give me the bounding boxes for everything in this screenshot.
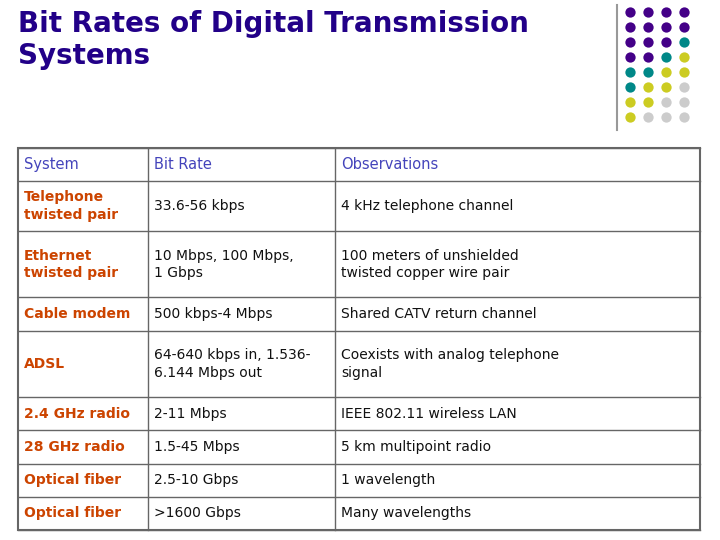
Point <box>624 23 636 31</box>
Point <box>642 83 654 91</box>
Text: Observations: Observations <box>341 157 438 172</box>
Point <box>660 98 672 106</box>
Text: 10 Mbps, 100 Mbps,
1 Gbps: 10 Mbps, 100 Mbps, 1 Gbps <box>153 248 293 280</box>
Text: 2.4 GHz radio: 2.4 GHz radio <box>24 407 130 421</box>
Text: 5 km multipoint radio: 5 km multipoint radio <box>341 440 491 454</box>
Text: 28 GHz radio: 28 GHz radio <box>24 440 125 454</box>
Point <box>678 8 690 16</box>
Point <box>642 53 654 62</box>
Text: Optical fiber: Optical fiber <box>24 507 121 521</box>
Point <box>642 23 654 31</box>
Point <box>642 38 654 46</box>
Point <box>624 83 636 91</box>
Text: 2-11 Mbps: 2-11 Mbps <box>153 407 226 421</box>
Text: Ethernet
twisted pair: Ethernet twisted pair <box>24 248 118 280</box>
Text: ADSL: ADSL <box>24 357 65 371</box>
Bar <box>18 148 700 530</box>
Point <box>660 68 672 76</box>
Text: System: System <box>24 157 78 172</box>
Text: 100 meters of unshielded
twisted copper wire pair: 100 meters of unshielded twisted copper … <box>341 248 519 280</box>
Point <box>642 68 654 76</box>
Point <box>642 98 654 106</box>
Point <box>624 38 636 46</box>
Text: Optical fiber: Optical fiber <box>24 473 121 487</box>
Point <box>678 23 690 31</box>
Point <box>624 68 636 76</box>
Text: Telephone
twisted pair: Telephone twisted pair <box>24 191 118 222</box>
Point <box>660 113 672 122</box>
Text: Cable modem: Cable modem <box>24 307 130 321</box>
Text: Shared CATV return channel: Shared CATV return channel <box>341 307 536 321</box>
Point <box>660 23 672 31</box>
Point <box>624 113 636 122</box>
Point <box>624 53 636 62</box>
Text: Coexists with analog telephone
signal: Coexists with analog telephone signal <box>341 348 559 380</box>
Point <box>642 8 654 16</box>
Text: 64-640 kbps in, 1.536-
6.144 Mbps out: 64-640 kbps in, 1.536- 6.144 Mbps out <box>153 348 310 380</box>
Point <box>678 113 690 122</box>
Text: 1.5-45 Mbps: 1.5-45 Mbps <box>153 440 239 454</box>
Point <box>678 83 690 91</box>
Point <box>660 53 672 62</box>
Point <box>660 83 672 91</box>
Text: 1 wavelength: 1 wavelength <box>341 473 436 487</box>
Point <box>678 98 690 106</box>
Point <box>678 38 690 46</box>
Text: 33.6-56 kbps: 33.6-56 kbps <box>153 199 244 213</box>
Text: Bit Rate: Bit Rate <box>153 157 212 172</box>
Point <box>624 8 636 16</box>
Point <box>642 113 654 122</box>
Text: IEEE 802.11 wireless LAN: IEEE 802.11 wireless LAN <box>341 407 517 421</box>
Point <box>624 98 636 106</box>
Text: Bit Rates of Digital Transmission
Systems: Bit Rates of Digital Transmission System… <box>18 10 529 70</box>
Text: >1600 Gbps: >1600 Gbps <box>153 507 240 521</box>
Text: 2.5-10 Gbps: 2.5-10 Gbps <box>153 473 238 487</box>
Point <box>678 53 690 62</box>
Text: 4 kHz telephone channel: 4 kHz telephone channel <box>341 199 513 213</box>
Point <box>678 68 690 76</box>
Point <box>660 8 672 16</box>
Point <box>660 38 672 46</box>
Text: 500 kbps-4 Mbps: 500 kbps-4 Mbps <box>153 307 272 321</box>
Text: Many wavelengths: Many wavelengths <box>341 507 472 521</box>
